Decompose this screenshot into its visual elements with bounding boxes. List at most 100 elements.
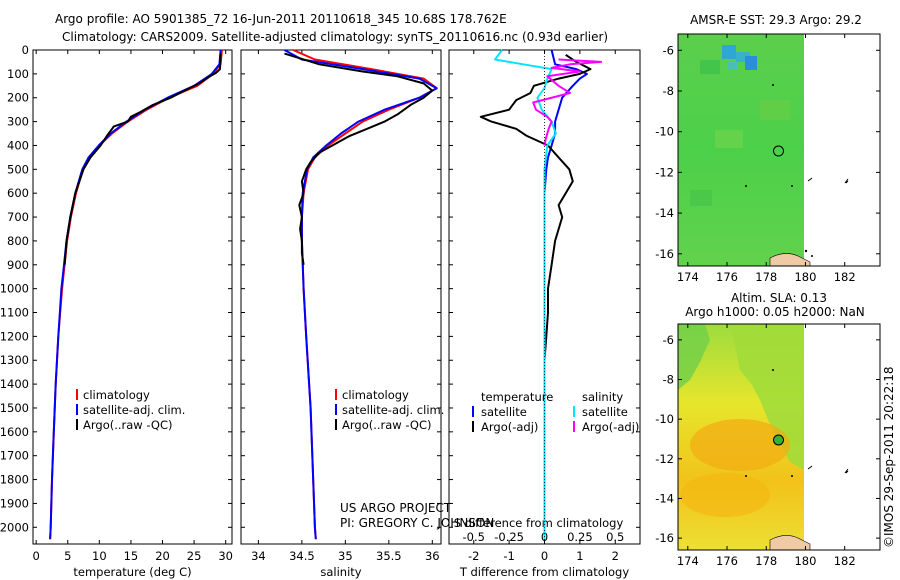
- series-line: [284, 49, 438, 540]
- x-axis-label: salinity: [320, 565, 361, 579]
- legend-label: Argo(-adj): [582, 420, 639, 434]
- y-tick-label: 500: [7, 162, 29, 176]
- title-line-2: Climatology: CARS2009. Satellite-adjuste…: [62, 30, 608, 44]
- map-x-tick-label: 174: [677, 554, 699, 568]
- legend-label: satellite: [582, 405, 628, 419]
- x-tick-label-salinity: -0.25: [494, 530, 524, 544]
- x-tick-label: 15: [124, 549, 139, 563]
- plot-frame: [240, 49, 442, 545]
- series-line: [63, 53, 222, 265]
- legend-header-temperature: temperature: [481, 390, 553, 404]
- x-tick-label: 36: [425, 549, 440, 563]
- x-tick-label: 1: [576, 549, 583, 563]
- map-y-tick-label: -10: [655, 412, 674, 426]
- x-tick-label: 25: [187, 549, 202, 563]
- legend-label: satellite: [481, 405, 527, 419]
- y-tick-label: 1600: [0, 425, 29, 439]
- y-tick-label: 2000: [0, 520, 29, 534]
- map-y-tick-label: -10: [655, 125, 674, 139]
- y-tick-label: 900: [7, 258, 29, 272]
- y-tick-label: 300: [7, 115, 29, 129]
- sla-map: Altim. SLA: 0.13 Argo h1000: 0.05 h2000:…: [655, 291, 881, 568]
- map-x-tick-label: 178: [755, 554, 777, 568]
- x-tick-label: 34.5: [289, 549, 315, 563]
- map-y-tick-label: -16: [655, 531, 674, 545]
- sla-map-title: Altim. SLA: 0.13: [731, 291, 827, 305]
- y-tick-label: 600: [7, 186, 29, 200]
- legend-label: Argo(-adj): [481, 420, 538, 434]
- sst-argo-marker: [773, 145, 784, 157]
- map-x-tick-label: 178: [755, 270, 777, 284]
- map-y-tick-label: -12: [655, 452, 674, 466]
- y-tick-label: 100: [7, 67, 29, 81]
- map-x-tick-label: 176: [716, 554, 738, 568]
- y-tick-label: 1400: [0, 377, 29, 391]
- salinity-panel: 34 34.5 35 35.5 36 salinity climatologysatelli…: [240, 49, 444, 579]
- legend-header-salinity: salinity: [582, 390, 623, 404]
- legend-label: satellite-adj. clim.: [342, 403, 444, 417]
- x-tick-label: 5: [64, 549, 71, 563]
- map-y-tick-label: -6: [663, 333, 674, 347]
- sla-map-subtitle: Argo h1000: 0.05 h2000: NaN: [685, 305, 865, 319]
- y-tick-label: 1000: [0, 282, 29, 296]
- x-axis-label: T difference from climatology: [459, 565, 630, 579]
- sst-field: [678, 34, 804, 266]
- legend-label: Argo(..raw -QC): [342, 418, 432, 432]
- y-tick-label: 1200: [0, 329, 29, 343]
- map-x-tick-label: 182: [834, 554, 856, 568]
- x-tick-label: 35: [338, 549, 353, 563]
- y-tick-label: 1800: [0, 473, 29, 487]
- temperature-panel: 0100200300400500600700800900100011001200…: [0, 43, 233, 579]
- y-tick-label: 1700: [0, 449, 29, 463]
- imos-credit: ©IMOS 29-Sep-2011 20:22:18: [882, 366, 896, 548]
- map-y-tick-label: -6: [663, 43, 674, 57]
- difference-panel: -2 -1 0 1 2 T difference from climatology -0.5…: [448, 49, 641, 579]
- map-y-tick-label: -14: [655, 206, 674, 220]
- map-y-tick-label: -8: [663, 84, 674, 98]
- y-tick-label: 1300: [0, 353, 29, 367]
- pi-credit: PI: GREGORY C. JOHNSON: [340, 516, 494, 530]
- x-tick-label: 20: [155, 549, 170, 563]
- sla-argo-marker: [773, 434, 784, 446]
- y-tick-label: 1100: [0, 306, 29, 320]
- map-x-tick-label: 182: [834, 270, 856, 284]
- map-y-tick-label: -8: [663, 373, 674, 387]
- legend-label: climatology: [342, 388, 409, 402]
- title-line-1: Argo profile: AO 5901385_72 16-Jun-2011 …: [55, 12, 507, 26]
- y-tick-label: 200: [7, 91, 29, 105]
- legend-label: satellite-adj. clim.: [83, 403, 185, 417]
- x-tick-label: -2: [468, 549, 479, 563]
- x-tick-label-salinity: -0.5: [463, 530, 485, 544]
- x-tick-label-salinity: 0.5: [606, 530, 624, 544]
- map-x-tick-label: 180: [794, 554, 816, 568]
- series-line: [479, 53, 592, 361]
- x-tick-label: 35.5: [376, 549, 402, 563]
- y-tick-label: 400: [7, 138, 29, 152]
- y-tick-label: 1500: [0, 401, 29, 415]
- y-tick-label: 800: [7, 234, 29, 248]
- map-y-tick-label: -12: [655, 165, 674, 179]
- sst-map: AMSR-E SST: 29.3 Argo: 29.2 174 176 178 180…: [655, 13, 881, 284]
- map-y-tick-label: -14: [655, 491, 674, 505]
- legend-label: climatology: [83, 388, 150, 402]
- project-credit: US ARGO PROJECT: [340, 501, 452, 515]
- y-tick-label: 1900: [0, 496, 29, 510]
- x-axis-label-salinity: S difference from climatology: [454, 516, 624, 530]
- x-tick-label: 0: [32, 549, 39, 563]
- plot-frame: [32, 49, 233, 545]
- x-tick-label: 0: [541, 549, 548, 563]
- x-tick-label: 34: [251, 549, 266, 563]
- x-tick-label: 30: [218, 549, 233, 563]
- x-tick-label-salinity: 0.25: [567, 530, 593, 544]
- legend-label: Argo(..raw -QC): [83, 418, 173, 432]
- map-x-tick-label: 180: [794, 270, 816, 284]
- series-line: [532, 58, 603, 146]
- map-x-tick-label: 176: [716, 270, 738, 284]
- y-tick-label: 0: [22, 43, 29, 57]
- y-tick-label: 700: [7, 210, 29, 224]
- x-axis-label: temperature (deg C): [73, 565, 191, 579]
- x-tick-label: 10: [92, 549, 107, 563]
- x-tick-label: -1: [503, 549, 514, 563]
- sst-map-title: AMSR-E SST: 29.3 Argo: 29.2: [690, 13, 862, 27]
